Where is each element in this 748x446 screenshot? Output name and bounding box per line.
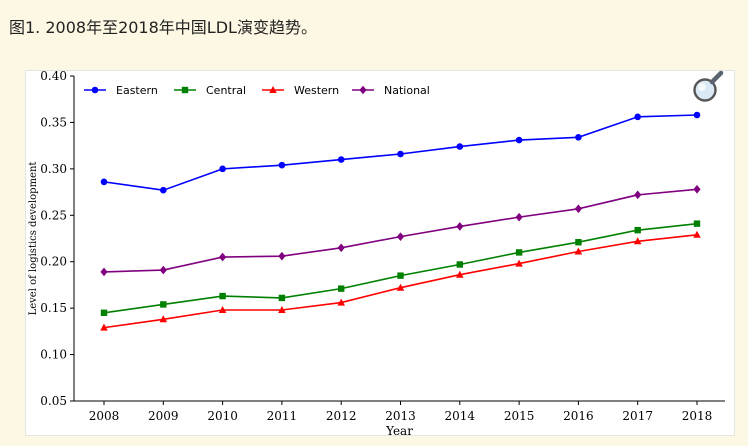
magnifier-icon — [693, 70, 724, 102]
legend-marker-central — [181, 86, 189, 94]
data-point-national — [574, 204, 582, 214]
data-point-western — [218, 306, 227, 313]
data-point-western — [456, 270, 464, 278]
x-tick-label: 2009 — [148, 409, 179, 423]
x-tick-label: 2012 — [326, 409, 357, 423]
series-line-western — [103, 233, 698, 329]
y-tick-label: 0.05 — [40, 394, 67, 408]
data-point-national — [337, 243, 345, 253]
data-point-western — [515, 259, 523, 267]
legend-marker-national — [359, 85, 367, 95]
data-point-national — [278, 251, 286, 261]
x-tick-label: 2008 — [89, 409, 120, 423]
legend-marker-western — [269, 86, 277, 93]
data-point-central — [456, 261, 463, 268]
series-line-national — [103, 188, 698, 273]
data-point-eastern — [456, 143, 464, 150]
data-point-eastern — [515, 136, 523, 144]
data-point-central — [515, 249, 523, 256]
data-point-western — [693, 230, 701, 238]
x-tick-label: 2014 — [445, 409, 476, 423]
data-point-central — [575, 239, 582, 246]
x-tick-label: 2015 — [504, 409, 535, 423]
data-point-eastern — [575, 133, 582, 141]
data-point-eastern — [278, 161, 286, 169]
data-point-central — [160, 301, 167, 308]
data-point-national — [159, 265, 167, 275]
data-point-western — [396, 283, 405, 291]
legend-label-eastern: Eastern — [116, 84, 158, 97]
figure-caption: 图1. 2008年至2018年中国LDL演变趋势。 — [9, 18, 317, 37]
data-point-eastern — [693, 111, 701, 119]
x-tick-label: 2013 — [385, 409, 416, 423]
data-point-national — [515, 212, 523, 222]
x-tick-label: 2016 — [563, 409, 594, 423]
legend-label-central: Central — [206, 84, 246, 97]
x-tick-label: 2010 — [207, 409, 238, 423]
data-point-central — [278, 294, 286, 302]
x-tick-label: 2011 — [267, 409, 298, 423]
data-point-national — [456, 222, 464, 231]
data-point-eastern — [634, 113, 641, 121]
y-tick-label: 0.40 — [40, 71, 67, 83]
legend-label-national: National — [384, 84, 430, 97]
x-tick-label: 2018 — [682, 409, 713, 423]
data-point-central — [634, 226, 641, 234]
data-point-national — [634, 190, 642, 200]
y-tick-label: 0.30 — [40, 162, 67, 176]
data-point-western — [278, 306, 286, 313]
legend-marker-eastern — [91, 86, 99, 94]
x-tick-label: 2017 — [622, 409, 653, 423]
data-point-eastern — [397, 150, 404, 158]
zoom-button[interactable] — [690, 70, 726, 104]
figure-panel: 0.05 0.10 0.15 0.20 0.25 0.30 0.35 0.40 2008 2009… — [25, 70, 735, 437]
data-point-central — [100, 309, 108, 316]
data-point-western — [100, 323, 108, 331]
data-point-eastern — [160, 186, 167, 194]
data-point-central — [693, 220, 701, 227]
y-tick-label: 0.35 — [40, 115, 67, 129]
data-point-eastern — [337, 156, 345, 163]
data-point-central — [338, 285, 345, 292]
data-point-central — [219, 292, 226, 300]
data-point-western — [159, 315, 168, 323]
y-tick-label: 0.10 — [40, 348, 67, 362]
data-point-national — [693, 184, 701, 194]
x-axis-label: Year — [385, 424, 413, 437]
data-point-central — [397, 272, 404, 279]
data-point-western — [633, 237, 642, 245]
data-point-eastern — [219, 165, 226, 173]
data-point-western — [337, 298, 345, 306]
data-point-national — [396, 232, 405, 241]
data-point-western — [574, 247, 583, 255]
data-point-national — [219, 252, 227, 262]
data-point-eastern — [100, 178, 108, 186]
y-tick-label: 0.15 — [40, 301, 67, 315]
data-point-national — [100, 267, 108, 277]
y-tick-label: 0.20 — [40, 255, 67, 269]
y-axis-label: Level of logistics development — [28, 162, 39, 316]
line-chart: 0.05 0.10 0.15 0.20 0.25 0.30 0.35 0.40 2008 2009… — [28, 71, 725, 437]
legend-label-western: Western — [294, 84, 339, 97]
y-tick-label: 0.25 — [40, 208, 67, 222]
